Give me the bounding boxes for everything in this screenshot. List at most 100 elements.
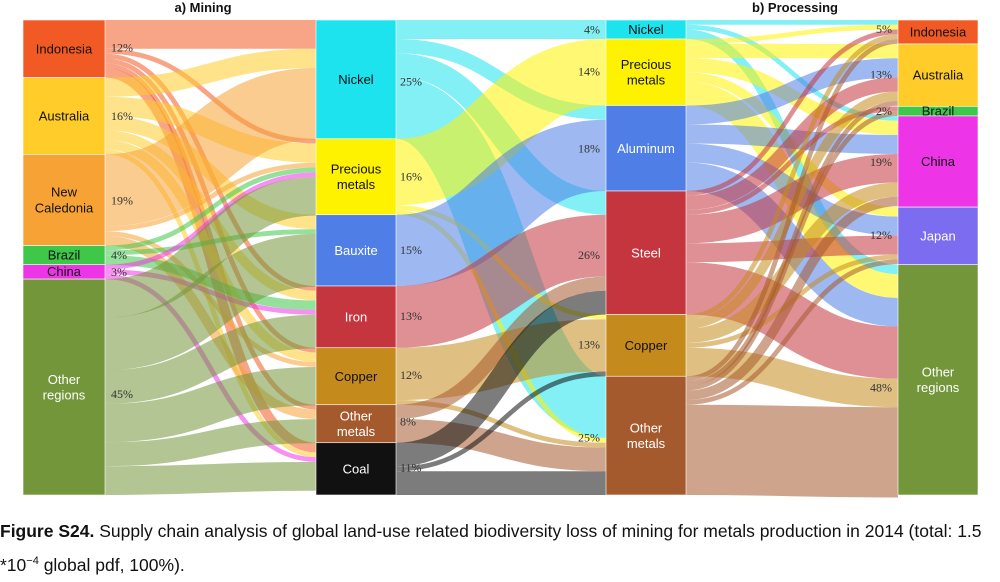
node-label-region-b-indonesia: Indonesia	[910, 25, 967, 40]
labels-layer: Indonesia 12% Australia 16% New Caledonia 19% B…	[35, 22, 967, 476]
flow-precious-metals-to-precious-metals	[394, 39, 608, 206]
flow-other-metals-to-indonesia	[685, 39, 899, 381]
panel-title-mining: a) Mining	[174, 0, 231, 15]
flow-steel-to-australia	[685, 77, 899, 210]
flow-other-metals-to-other-regions	[685, 404, 899, 498]
node-label-mining-bauxite: Bauxite	[334, 243, 377, 258]
node-process-other-metals	[605, 375, 687, 496]
flow-other-regions-to-iron	[104, 314, 317, 404]
pct-label-region-b-other-regions: 48%	[870, 380, 892, 394]
node-mining-coal	[315, 442, 397, 496]
pct-label-region-a-brazil: 4%	[111, 248, 127, 262]
node-mining-copper	[315, 347, 397, 406]
pct-label-process-copper: 13%	[578, 337, 600, 351]
pct-label-mining-bauxite: 15%	[400, 243, 422, 257]
node-label-process-other-metals: Other metals	[627, 420, 666, 451]
node-process-steel	[605, 190, 687, 315]
pct-label-region-a-indonesia: 12%	[111, 41, 133, 55]
pct-label-region-b-indonesia: 5%	[876, 22, 892, 36]
node-label-mining-nickel: Nickel	[338, 72, 374, 87]
node-label-region-a-australia: Australia	[39, 109, 90, 124]
flow-new-caledonia-to-precious-metals	[104, 162, 317, 232]
node-label-region-a-brazil: Brazil	[48, 248, 81, 263]
pct-label-region-b-brazil: 2%	[876, 104, 892, 118]
flow-copper-to-china	[685, 182, 899, 343]
pct-label-region-b-australia: 13%	[870, 67, 892, 81]
flow-other-metals-to-japan	[685, 259, 899, 405]
flow-other-metals-to-australia	[685, 100, 899, 386]
panel-title-processing: b) Processing	[752, 0, 838, 15]
pct-label-process-nickel: 4%	[584, 23, 600, 37]
flow-precious-metals-to-indonesia	[685, 24, 899, 44]
flow-other-regions-to-precious-metals	[104, 177, 317, 318]
node-region-a-indonesia	[22, 19, 106, 78]
node-mining-iron	[315, 285, 397, 349]
node-label-region-b-china: China	[921, 154, 956, 169]
node-label-region-a-indonesia: Indonesia	[36, 41, 93, 56]
pct-label-region-a-new-caledonia: 19%	[111, 193, 133, 207]
node-label-mining-coal: Coal	[343, 461, 370, 476]
node-label-process-aluminum: Aluminum	[617, 141, 675, 156]
flow-coal-to-copper	[395, 371, 607, 472]
node-label-region-b-australia: Australia	[913, 68, 964, 83]
node-label-mining-precious-metals: Precious metals	[331, 162, 382, 193]
node-label-region-b-japan: Japan	[920, 228, 955, 243]
node-label-mining-other-metals: Other metals	[337, 409, 376, 440]
figure-caption: Figure S24. Supply chain analysis of glo…	[0, 516, 1000, 580]
node-label-process-precious-metals: Precious metals	[621, 57, 672, 88]
flow-steel-to-other-regions	[685, 262, 899, 379]
node-label-region-b-brazil: Brazil	[922, 103, 955, 118]
flow-other-regions-to-coal	[104, 461, 317, 495]
node-label-process-copper: Copper	[625, 338, 668, 353]
node-region-b-china	[897, 115, 979, 208]
pct-label-region-b-china: 19%	[870, 155, 892, 169]
flow-other-metals-to-brazil	[685, 111, 899, 391]
pct-label-mining-other-metals: 8%	[400, 415, 416, 429]
pct-label-mining-copper: 12%	[400, 368, 422, 382]
pct-label-region-a-china: 3%	[111, 265, 127, 279]
node-region-b-australia	[897, 43, 979, 107]
caption-exponent: −4	[26, 555, 39, 567]
pct-label-mining-iron: 13%	[400, 309, 422, 323]
flow-new-caledonia-to-nickel	[103, 67, 318, 227]
pct-label-process-aluminum: 18%	[578, 142, 600, 156]
nodes-layer	[22, 19, 979, 496]
pct-label-process-steel: 26%	[578, 248, 600, 262]
node-mining-other-metals	[315, 404, 397, 444]
flow-bauxite-to-aluminum	[394, 119, 608, 286]
node-label-region-a-new-caledonia: New Caledonia	[35, 185, 94, 216]
node-mining-nickel	[315, 19, 397, 140]
sankey-chart: Indonesia 12% Australia 16% New Caledonia 19% B…	[22, 0, 979, 498]
flow-aluminum-to-australia	[685, 58, 899, 125]
flow-other-regions-to-other-metals	[104, 419, 317, 467]
flow-other-metals-to-steel	[395, 276, 607, 419]
node-process-precious-metals	[605, 38, 687, 106]
caption-label: Figure S24.	[0, 521, 95, 541]
node-process-aluminum	[605, 105, 687, 192]
node-label-mining-copper: Copper	[335, 369, 378, 384]
node-label-process-steel: Steel	[631, 245, 661, 260]
flow-iron-to-steel	[395, 214, 607, 348]
pct-label-mining-precious-metals: 16%	[400, 170, 422, 184]
node-label-mining-iron: Iron	[345, 309, 367, 324]
flow-coal-to-steel	[395, 290, 607, 467]
flow-steel-to-indonesia	[685, 29, 899, 196]
pct-label-region-a-australia: 16%	[111, 109, 133, 123]
flow-other-metals-to-china	[685, 196, 899, 400]
node-process-copper	[605, 314, 687, 377]
caption-suffix: global pdf, 100%).	[38, 554, 185, 575]
node-label-region-a-other-regions: Other regions	[43, 372, 86, 403]
pct-label-mining-nickel: 25%	[400, 74, 422, 88]
node-region-a-australia	[22, 77, 106, 155]
pct-label-mining-coal: 11%	[400, 460, 422, 474]
flow-other-regions-to-bauxite	[104, 233, 317, 371]
node-label-region-b-other-regions: Other regions	[917, 365, 960, 396]
node-label-region-a-china: China	[47, 264, 82, 279]
pct-label-region-b-japan: 12%	[870, 228, 892, 242]
node-region-b-other-regions	[897, 264, 979, 496]
flow-copper-to-indonesia	[685, 34, 899, 320]
flow-other-metals-to-other-metals	[395, 419, 607, 472]
pct-label-process-other-metals: 25%	[578, 431, 600, 445]
node-mining-bauxite	[315, 214, 397, 287]
flow-brazil-to-precious-metals	[104, 167, 317, 251]
